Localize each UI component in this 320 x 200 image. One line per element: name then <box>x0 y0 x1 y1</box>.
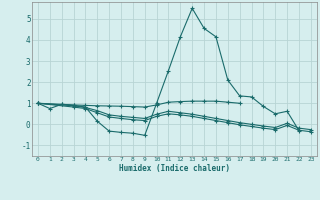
X-axis label: Humidex (Indice chaleur): Humidex (Indice chaleur) <box>119 164 230 173</box>
